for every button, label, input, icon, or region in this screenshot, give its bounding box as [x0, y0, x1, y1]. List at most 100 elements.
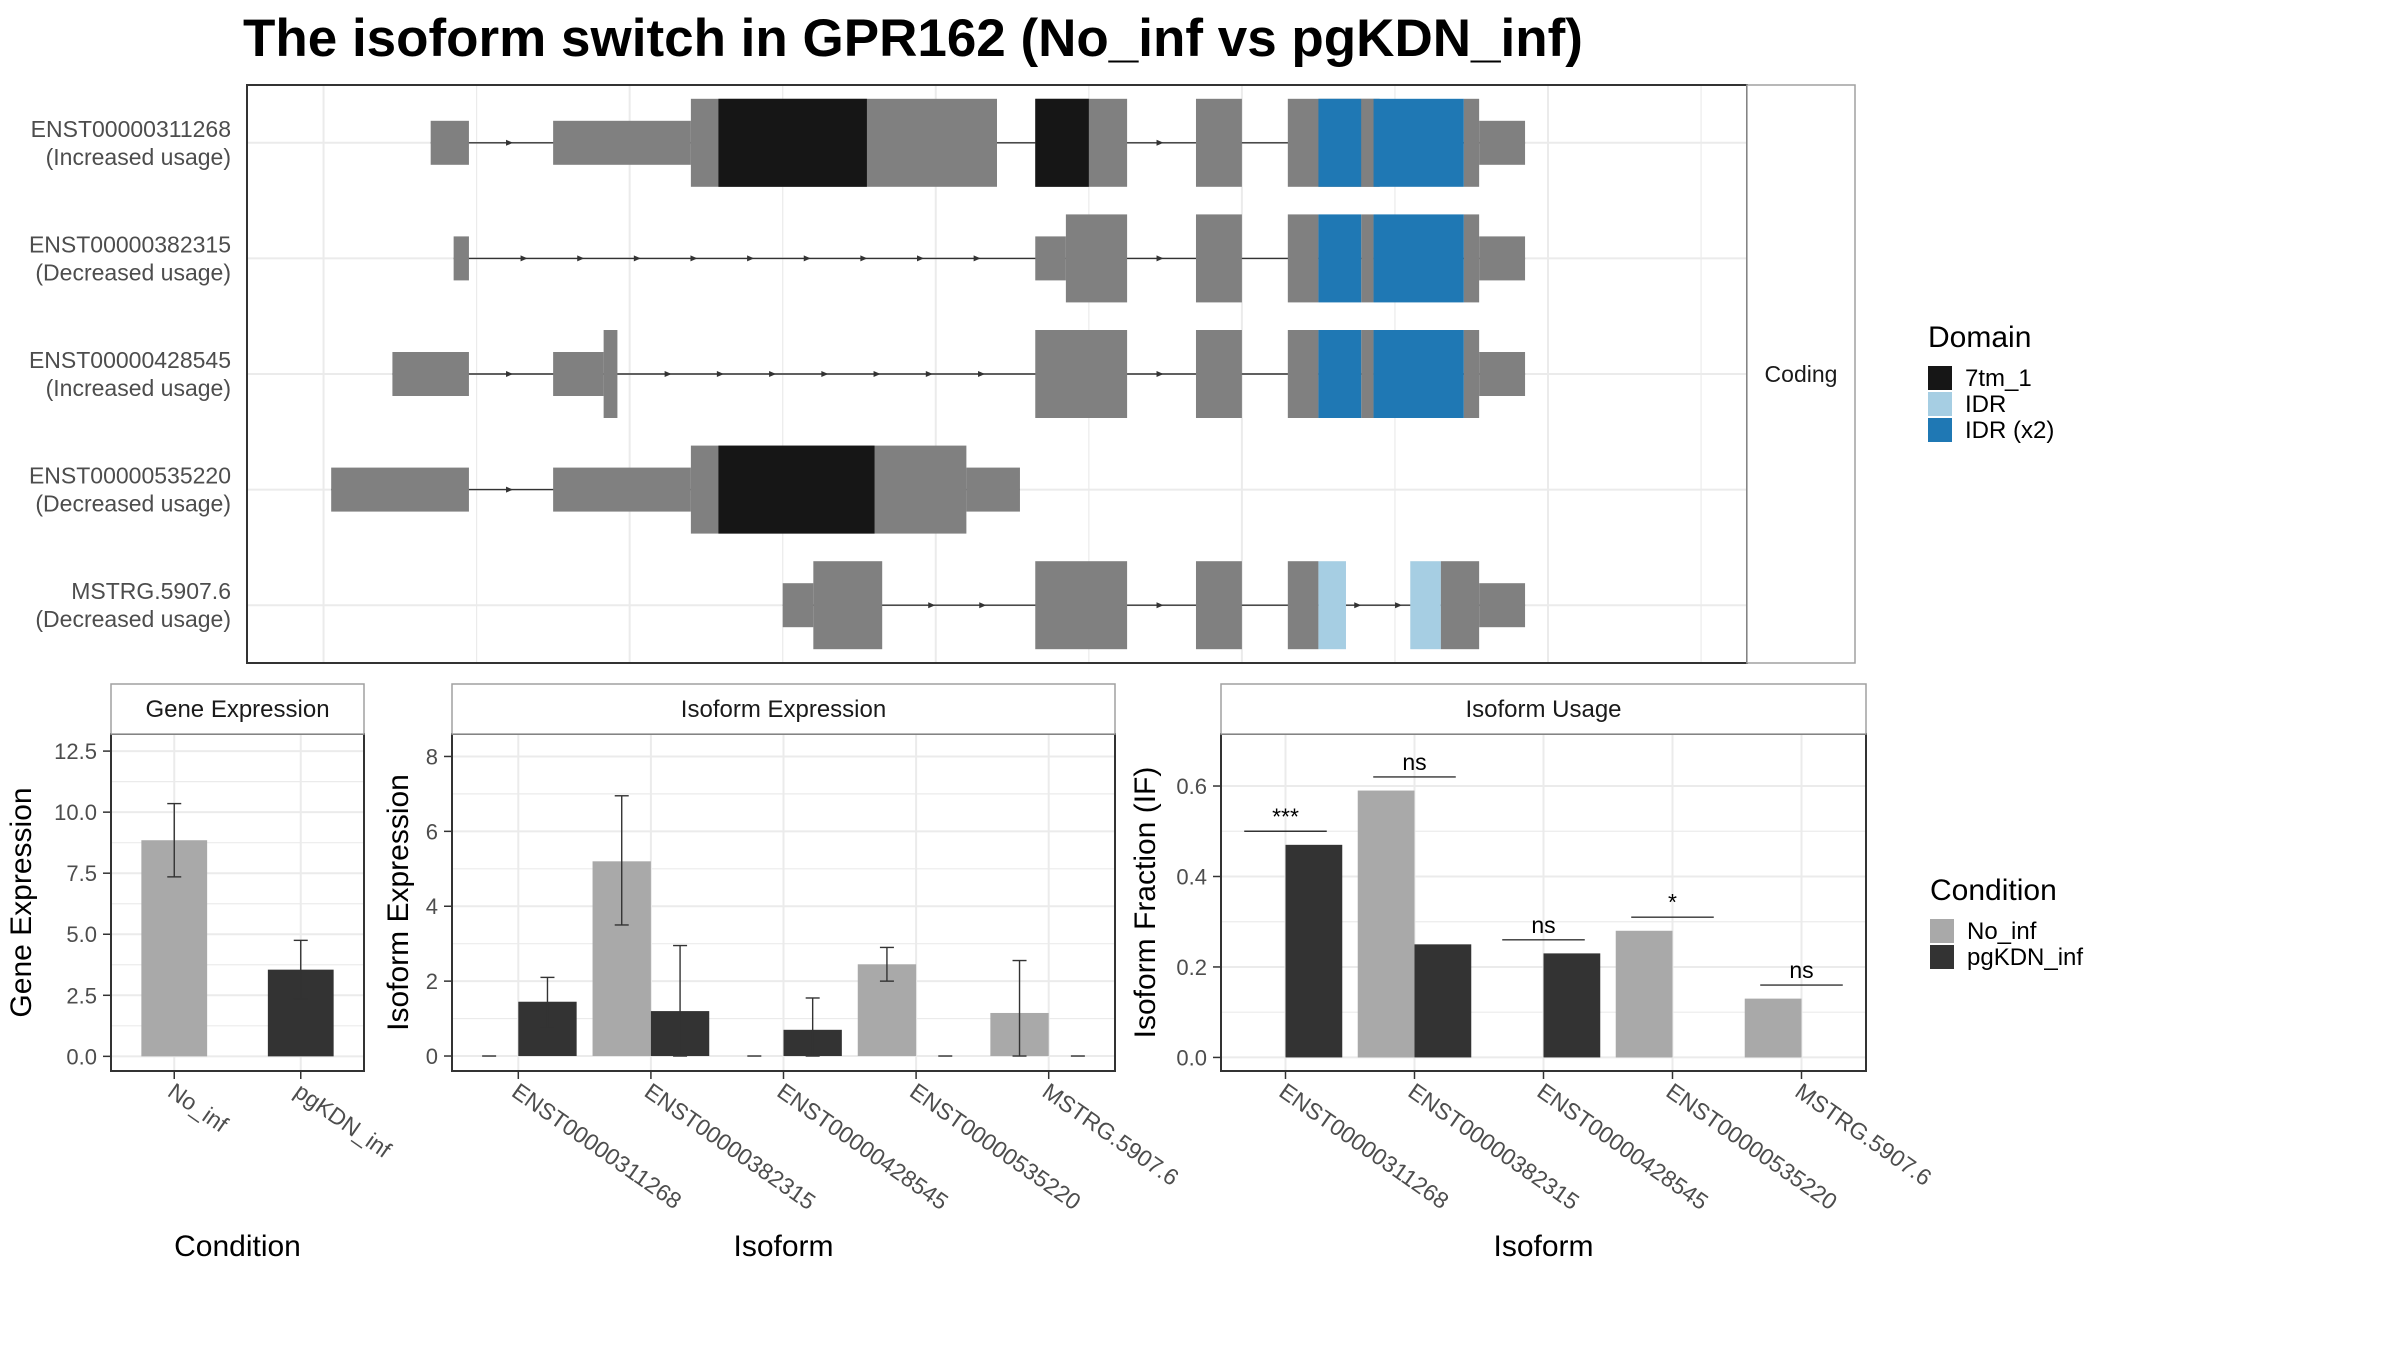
- exon-cds: [1361, 214, 1374, 303]
- y-tick-label: 6: [426, 819, 438, 844]
- intron-arrow: [506, 371, 514, 377]
- x-axis-title: Isoform: [733, 1230, 833, 1263]
- domain-idr-x2-: [1318, 98, 1362, 187]
- exon-utr: [966, 467, 1020, 512]
- transcript-usage-label: (Decreased usage): [35, 259, 231, 285]
- intron-arrow: [664, 371, 672, 377]
- significance-label: *: [1668, 889, 1677, 915]
- domain-7tm-1: [1035, 98, 1089, 187]
- domain-legend-label: 7tm_1: [1965, 365, 2032, 392]
- y-tick-label: 0.6: [1176, 774, 1207, 799]
- intron-arrow: [1395, 602, 1403, 609]
- exon-cds: [1195, 214, 1242, 303]
- y-tick-label: 0.0: [1176, 1045, 1207, 1070]
- exon-utr: [553, 467, 691, 512]
- exon-cds: [813, 561, 883, 650]
- exon-cds: [1035, 330, 1128, 418]
- facet-strip: [451, 683, 1116, 735]
- condition-legend-label: pgKDN_inf: [1967, 944, 2083, 971]
- significance-label: ns: [1789, 957, 1813, 983]
- facet-strip-label: Isoform Usage: [1465, 696, 1621, 723]
- facet-strip-label: Isoform Expression: [681, 696, 886, 723]
- significance-label: ns: [1402, 749, 1426, 775]
- exon-cds: [1195, 98, 1242, 187]
- facet-label-coding: Coding: [1765, 361, 1838, 387]
- domain-legend-title: Domain: [1928, 321, 2031, 354]
- intron-arrow: [506, 486, 514, 493]
- bar: [1414, 944, 1472, 1058]
- intron-arrow: [928, 602, 936, 609]
- exon-cds: [1463, 98, 1480, 187]
- exon-utr: [553, 352, 604, 396]
- transcript-id-label: ENST00000428545: [29, 347, 231, 373]
- exon-utr: [430, 120, 469, 165]
- domain-legend-swatch: [1928, 392, 1952, 416]
- x-tick-label: No_inf: [163, 1078, 233, 1138]
- domain-idr: [1410, 561, 1441, 650]
- intron-arrow: [978, 371, 986, 377]
- y-tick-label: 0: [426, 1044, 438, 1069]
- exon-utr: [553, 120, 691, 165]
- transcript-usage-label: (Increased usage): [46, 375, 231, 401]
- x-axis-title: Condition: [174, 1230, 301, 1263]
- domain-7tm-1: [718, 98, 867, 187]
- domain-idr-x2-: [1318, 214, 1362, 303]
- y-tick-label: 2.5: [66, 983, 97, 1008]
- intron-arrow: [1354, 602, 1362, 609]
- gene-expression-panel: 0.0 2.5 5.0 7.5 10.0 12.5 Gene Expression No_in…: [5, 683, 396, 1263]
- bar: [1357, 790, 1415, 1058]
- domain-7tm-1: [718, 445, 875, 534]
- intron-arrow: [769, 371, 777, 377]
- transcript-usage-label: (Increased usage): [46, 144, 231, 170]
- domain-legend-label: IDR: [1965, 391, 2006, 418]
- y-tick-label: 7.5: [66, 861, 97, 886]
- transcript-structure-panel: [246, 84, 1748, 664]
- exon-utr: [1479, 583, 1526, 628]
- transcript-usage-label: (Decreased usage): [35, 606, 231, 632]
- intron-arrow: [520, 255, 528, 262]
- intron-arrow: [1156, 255, 1164, 262]
- y-tick-label: 5.0: [66, 922, 97, 947]
- bar: [1744, 998, 1802, 1058]
- intron-arrow: [973, 255, 981, 262]
- intron-arrow: [1156, 371, 1164, 377]
- exon-utr: [1479, 120, 1526, 165]
- exon-utr: [453, 236, 469, 281]
- intron-arrow: [925, 371, 933, 377]
- exon-utr: [331, 467, 469, 512]
- y-axis-title: Isoform Fraction (IF): [1129, 767, 1162, 1039]
- condition-legend-title: Condition: [1930, 874, 2057, 907]
- transcript-id-label: ENST00000311268: [31, 116, 231, 142]
- condition-legend-swatch: [1930, 919, 1954, 943]
- exon-cds: [1361, 330, 1374, 418]
- exon-cds: [1463, 330, 1480, 418]
- exon-cds: [1035, 561, 1128, 650]
- intron-arrow: [1156, 139, 1164, 146]
- exon-utr: [782, 583, 814, 628]
- condition-legend-label: No_inf: [1967, 918, 2037, 945]
- exon-cds: [1440, 561, 1480, 650]
- bar: [1615, 930, 1673, 1058]
- facet-strip: [1220, 683, 1867, 735]
- significance-label: ns: [1531, 912, 1555, 938]
- domain-idr: [1318, 561, 1346, 650]
- exon-cds: [1287, 214, 1319, 303]
- exon-utr: [392, 352, 469, 396]
- y-axis-title: Gene Expression: [5, 787, 38, 1017]
- domain-idr-x2-: [1373, 330, 1464, 418]
- intron-arrow: [979, 602, 987, 609]
- domain-legend-swatch: [1928, 366, 1952, 390]
- facet-strip-label: Gene Expression: [145, 696, 329, 723]
- exon-cds: [1287, 561, 1319, 650]
- intron-arrow: [506, 139, 514, 146]
- domain-legend-label: IDR (x2): [1965, 417, 2054, 444]
- exon-cds: [1287, 330, 1319, 418]
- facet-strip: [110, 683, 365, 735]
- exon-cds: [1463, 214, 1480, 303]
- y-tick-label: 0.2: [1176, 955, 1207, 980]
- domain-idr-x2-: [1318, 330, 1362, 418]
- y-tick-label: 0.4: [1176, 864, 1207, 889]
- exon-utr: [1479, 352, 1526, 396]
